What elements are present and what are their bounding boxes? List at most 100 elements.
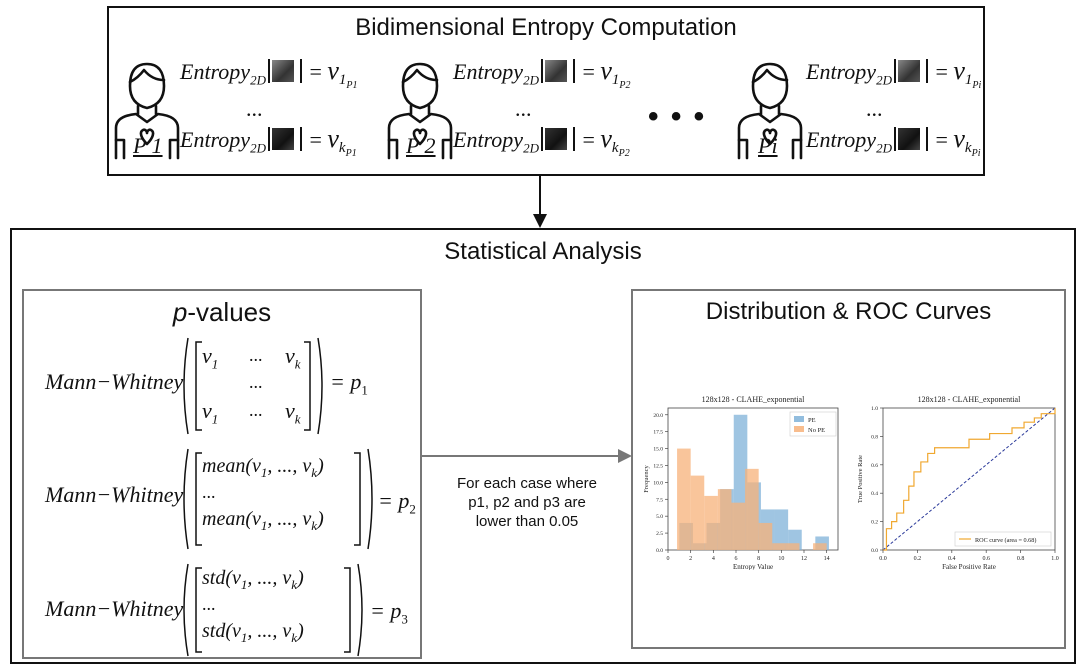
m1-v1p1: v1 [202, 343, 219, 372]
y-tick-label: 0.4 [871, 491, 878, 497]
big-ellipsis: • • • [648, 100, 707, 133]
v-symbol: v [327, 124, 339, 153]
legend-label: No PE [808, 427, 825, 434]
x-tick-label: 0.6 [982, 556, 990, 562]
entropy-computation-panel [107, 6, 985, 176]
x-axis-label: Entropy Value [733, 563, 773, 570]
p-values-title-p: p [172, 297, 188, 327]
legend-box [954, 531, 1052, 547]
p-values-panel [22, 289, 422, 659]
mann-whitney-label: Mann−Whitney [45, 482, 184, 507]
v-index: kP1 [338, 140, 357, 160]
image-patch-icon [893, 59, 928, 83]
small-ellipsis: ... [246, 96, 263, 121]
std-row-dots: ... [202, 594, 216, 614]
entropy-computation-title: Bidimensional Entropy Computation [355, 14, 737, 41]
entropy-sub: 2D [876, 140, 892, 156]
x-tick-label: 14 [824, 556, 830, 562]
histogram-bar [677, 448, 691, 550]
patient-label: P 1 [133, 133, 163, 158]
image-patch-icon [267, 127, 302, 151]
entropy-sub: 2D [523, 140, 539, 156]
v-symbol: v [327, 56, 339, 85]
roc-chart: 128x128 - CLAHE_exponential 0.0 0.2 0.4 0.6 0… [857, 395, 1059, 570]
v-patient-sub: P2 [618, 148, 630, 160]
connector-text: For each case where p1, p2 and p3 are lo… [432, 474, 622, 531]
histogram-chart: 128x128 - CLAHE_exponential 0 2 4 6 8 10 12 14 0.… [643, 395, 839, 570]
v-symbol: v [953, 56, 965, 85]
y-axis-label: Frequency [643, 465, 650, 493]
x-tick-label: 0 [667, 556, 670, 562]
y-tick-label: 20.0 [653, 413, 663, 419]
p-values-title-rest: -values [187, 297, 272, 327]
y-tick-label: 7.5 [656, 497, 663, 503]
histogram-bar [813, 543, 827, 550]
v-symbol: v [600, 56, 612, 85]
entropy-equation: Entropy2D = vkP1 [180, 124, 357, 160]
v-patient-sub: Pi [972, 80, 982, 92]
y-tick-label: 15.0 [653, 447, 663, 453]
connector-line: For each case where [456, 475, 598, 492]
histogram-bar [785, 543, 800, 550]
patient-icon [737, 62, 803, 160]
entropy-equation: Entropy2D = vkPi [806, 124, 981, 160]
roc-title: Distribution & ROC Curves [705, 298, 992, 325]
histogram-bar [704, 495, 718, 550]
y-tick-label: 0.2 [871, 520, 878, 526]
m1-v1pi: v1 [202, 398, 219, 427]
histogram-bar [772, 543, 786, 550]
x-tick-label: 1.0 [1051, 556, 1059, 562]
patient-label: Pi [758, 133, 778, 158]
v-index: 1P2 [611, 72, 631, 92]
y-tick-label: 0.0 [871, 548, 878, 554]
matrix-brackets-3 [183, 563, 363, 657]
std-row-i: std(v1, ..., vk) [202, 620, 304, 645]
m1-vk: vk [285, 343, 301, 372]
mean-row-i: mean(v1, ..., vk) [202, 508, 324, 533]
entropy-word: Entropy [806, 59, 877, 84]
y-tick-label: 2.5 [656, 531, 663, 537]
entropy-word: Entropy [180, 127, 251, 152]
p-values-title: p-values [22, 297, 422, 328]
y-tick-label: 0.0 [656, 548, 663, 554]
x-axis-label: False Positive Rate [942, 563, 996, 570]
image-patch-icon [893, 127, 928, 151]
patient-icon [114, 62, 180, 160]
v-patient-sub: P1 [345, 148, 357, 160]
x-tick-label: 0.8 [1017, 556, 1025, 562]
m1-dots-bot: ... [249, 400, 263, 420]
y-tick-label: 10.0 [653, 480, 663, 486]
entropy-sub: 2D [876, 72, 892, 88]
entropy-word: Entropy [180, 59, 251, 84]
diagonal-line [882, 407, 1056, 551]
mean-row-1: mean(v1, ..., vk) [202, 455, 324, 480]
entropy-word: Entropy [453, 59, 524, 84]
statistical-analysis-title: Statistical Analysis [444, 238, 642, 265]
x-tick-label: 0.2 [914, 556, 922, 562]
v-index: kPi [964, 140, 981, 160]
m1-dots-mid: ... [249, 372, 263, 392]
v-patient-sub: P1 [346, 80, 358, 92]
roc-line [883, 408, 1056, 551]
m1-vkpi: vk [285, 398, 301, 427]
y-tick-label: 12.5 [653, 463, 663, 469]
mean-row-dots: ... [202, 482, 216, 502]
matrix-brackets-2 [183, 448, 373, 550]
x-tick-label: 12 [801, 556, 807, 562]
histogram-bar [774, 509, 789, 550]
chart-title: 128x128 - CLAHE_exponential [918, 395, 1021, 404]
histogram-bar [731, 502, 746, 550]
p2-result: = p2 [378, 488, 416, 517]
v-symbol: v [953, 124, 965, 153]
y-tick-label: 0.6 [871, 463, 878, 469]
x-tick-label: 10 [778, 556, 784, 562]
entropy-sub: 2D [250, 140, 266, 156]
roc-panel [631, 289, 1066, 649]
entropy-sub: 2D [250, 72, 266, 88]
histogram-bar [758, 522, 773, 550]
x-tick-label: 8 [757, 556, 760, 562]
entropy-word: Entropy [453, 127, 524, 152]
small-ellipsis: ... [866, 96, 883, 121]
statistical-analysis-panel [10, 228, 1076, 664]
legend-swatch [794, 426, 804, 432]
